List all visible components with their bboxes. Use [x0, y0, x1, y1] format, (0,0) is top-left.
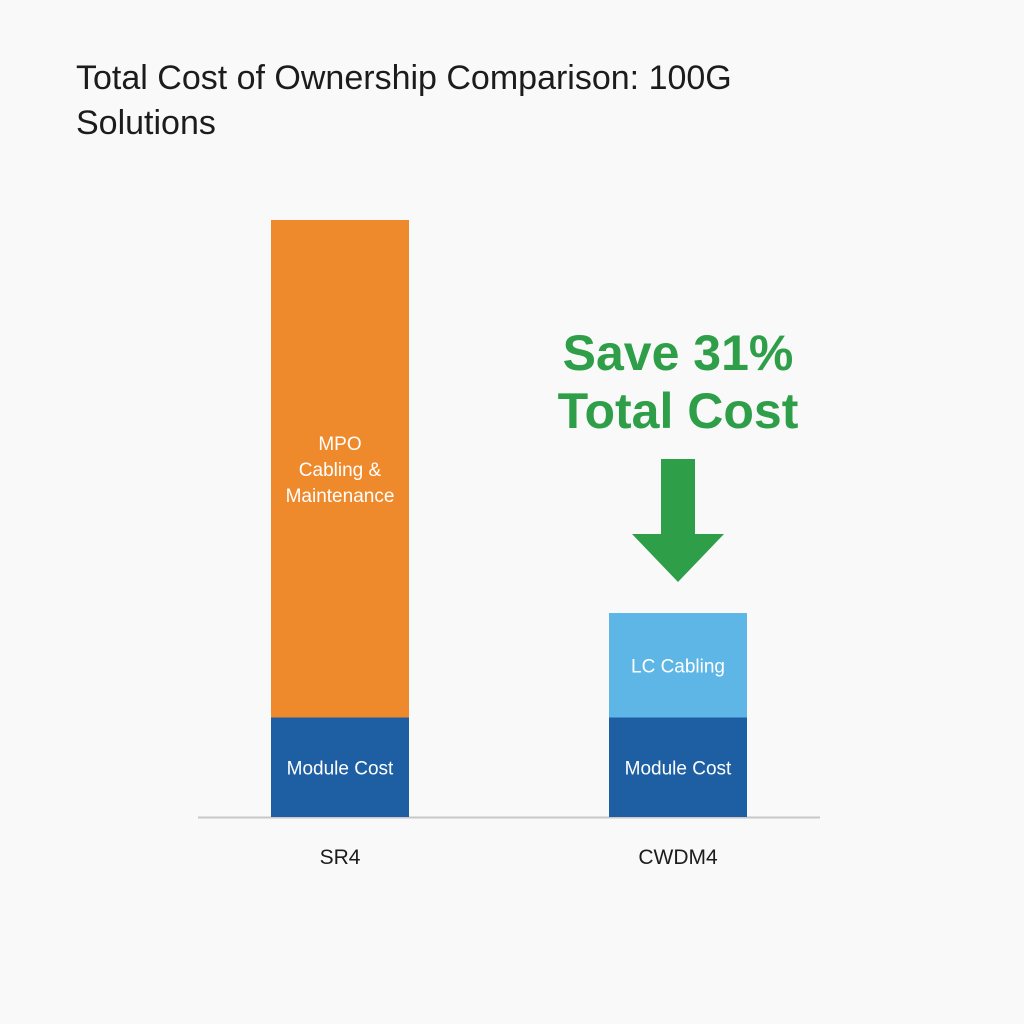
bar-segment: [609, 717, 747, 817]
annotation-text: Save 31% Total Cost: [558, 325, 799, 439]
segment-label: MPO Cabling & Maintenance: [286, 434, 395, 507]
segment-label: Module Cost: [625, 758, 732, 779]
bar-segment: [609, 613, 747, 718]
x-tick-label: CWDM4: [638, 846, 718, 869]
bar-segment: [271, 717, 409, 817]
segment-label: Module Cost: [287, 758, 394, 779]
annotation-arrow-icon: [632, 459, 724, 582]
segment-label: LC Cabling: [631, 656, 725, 677]
chart-title: Total Cost of Ownership Comparison: 100G…: [76, 59, 732, 142]
x-tick-label: SR4: [320, 846, 361, 869]
bar-segment: [271, 220, 409, 718]
